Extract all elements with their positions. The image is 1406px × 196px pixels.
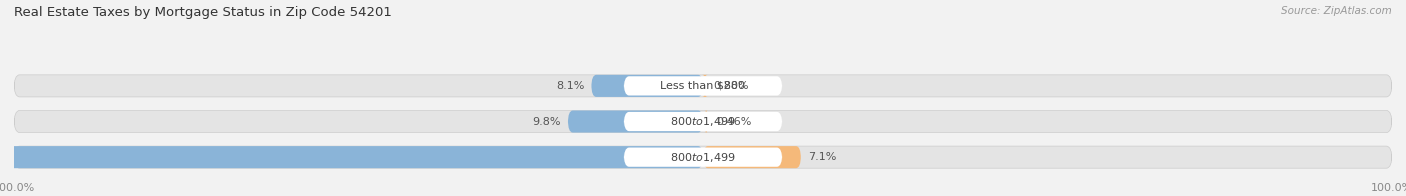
Text: 9.8%: 9.8% — [533, 116, 561, 127]
FancyBboxPatch shape — [702, 75, 707, 97]
FancyBboxPatch shape — [14, 111, 1392, 132]
FancyBboxPatch shape — [624, 76, 782, 95]
FancyBboxPatch shape — [624, 148, 782, 167]
Text: Less than $800: Less than $800 — [661, 81, 745, 91]
FancyBboxPatch shape — [703, 146, 801, 168]
FancyBboxPatch shape — [703, 111, 710, 132]
Text: Real Estate Taxes by Mortgage Status in Zip Code 54201: Real Estate Taxes by Mortgage Status in … — [14, 6, 392, 19]
Text: $800 to $1,499: $800 to $1,499 — [671, 151, 735, 164]
FancyBboxPatch shape — [568, 111, 703, 132]
FancyBboxPatch shape — [14, 146, 1392, 168]
Text: 7.1%: 7.1% — [807, 152, 837, 162]
Text: 0.46%: 0.46% — [716, 116, 752, 127]
Text: 8.1%: 8.1% — [557, 81, 585, 91]
FancyBboxPatch shape — [0, 146, 703, 168]
Text: $800 to $1,499: $800 to $1,499 — [671, 115, 735, 128]
Text: Source: ZipAtlas.com: Source: ZipAtlas.com — [1281, 6, 1392, 16]
FancyBboxPatch shape — [624, 112, 782, 131]
FancyBboxPatch shape — [592, 75, 703, 97]
FancyBboxPatch shape — [14, 75, 1392, 97]
Text: 0.28%: 0.28% — [714, 81, 749, 91]
